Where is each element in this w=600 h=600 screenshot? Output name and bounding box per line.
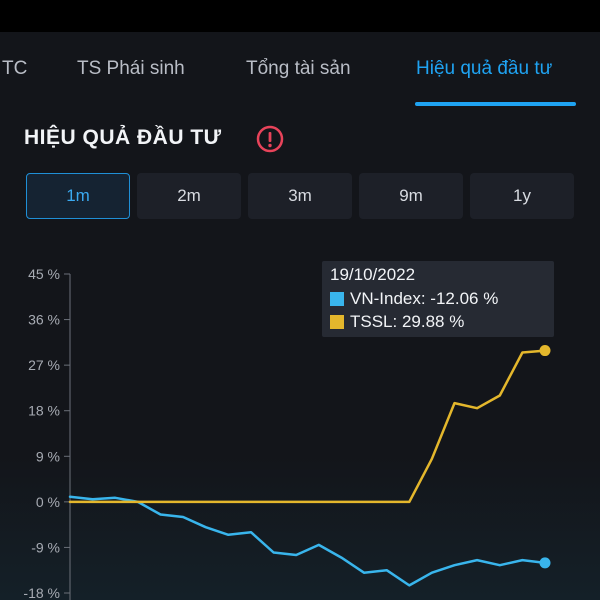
tab-hieu-qua-dau-tu[interactable]: Hiệu quả đầu tư [416,58,553,79]
tssl-end-marker [539,345,551,357]
tooltip-tssl-value: TSSL: 29.88 % [350,312,465,331]
tooltip-vnindex-row: VN-Index: -12.06 % [330,289,498,309]
y-tick-label: 45 % [28,266,60,282]
period-1m-button[interactable]: 1m [26,173,130,219]
tooltip-date: 19/10/2022 [330,265,416,284]
tab-tc[interactable]: TC [2,58,28,79]
y-tick-label: 36 % [28,312,60,328]
tssl-line [68,349,547,504]
period-1y-button[interactable]: 1y [470,173,574,219]
vn-index-line [68,495,547,587]
tab-bar [0,32,600,108]
y-tick-label: -18 % [23,585,60,600]
tab-tong-tai-san[interactable]: Tổng tài sản [246,58,351,79]
period-9m-button[interactable]: 9m [359,173,463,219]
tooltip-tssl-row: TSSL: 29.88 % [330,312,464,332]
y-tick-label: 18 % [28,403,60,419]
tooltip-vnindex-value: VN-Index: -12.06 % [350,289,499,308]
y-tick-label: -9 % [31,539,60,555]
y-tick-label: 27 % [28,357,60,373]
vnindex-swatch [330,292,344,306]
tssl-swatch [330,315,344,329]
y-tick-label: 9 % [36,448,60,464]
period-3m-button[interactable]: 3m [248,173,352,219]
section-title: HIỆU QUẢ ĐẦU TƯ [24,126,222,149]
y-tick-label: 0 % [36,494,60,510]
chart-tooltip: 19/10/2022 VN-Index: -12.06 % TSSL: 29.8… [322,261,554,337]
status-bar [0,0,600,32]
tab-ts-phai-sinh[interactable]: TS Phái sinh [77,58,185,79]
active-tab-indicator [415,102,576,106]
period-2m-button[interactable]: 2m [137,173,241,219]
exclamation-circle-icon[interactable] [256,125,284,153]
vn-index-end-marker [539,557,551,569]
